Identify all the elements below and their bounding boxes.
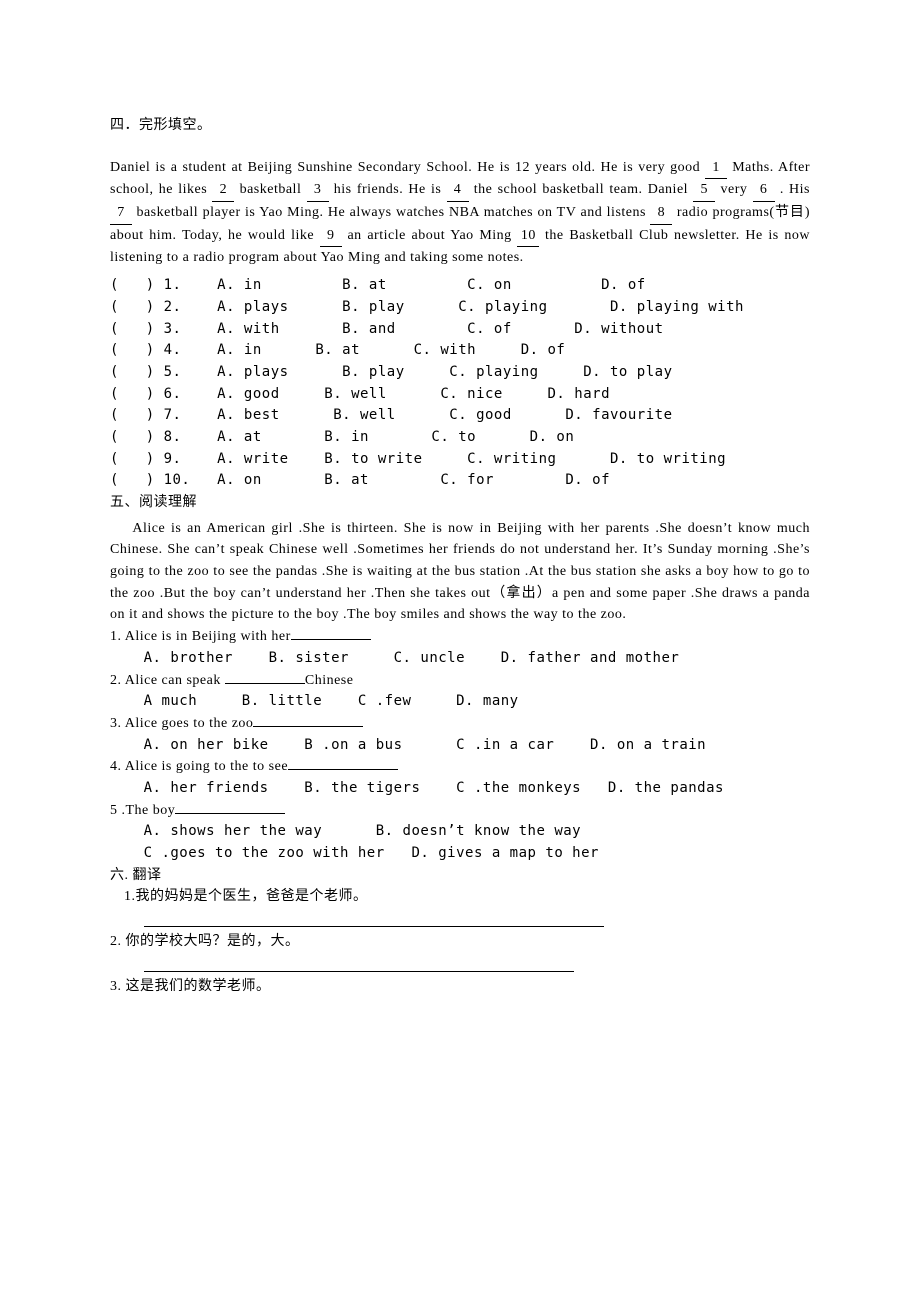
cloze-text: basketball xyxy=(240,182,307,197)
question-stem: 4. Alice is going to the to see xyxy=(110,759,288,774)
reading-passage: Alice is an American girl .She is thirte… xyxy=(110,518,810,626)
translate-item: 2. 你的学校大吗？是的，大。 xyxy=(110,931,810,953)
question-stem: 5 .The boy xyxy=(110,803,175,818)
cloze-text: an article about Yao Ming xyxy=(347,228,517,243)
question-stem: 2. Alice can speak xyxy=(110,673,225,688)
question-options[interactable]: A. her friends B. the tigers C .the monk… xyxy=(144,778,810,800)
section-4-title: 四．完形填空。 xyxy=(110,115,810,137)
cloze-text: the school basketball team. Daniel xyxy=(474,182,694,197)
cloze-text: Daniel is a student at Beijing Sunshine … xyxy=(110,160,705,175)
blank-7[interactable]: 7 xyxy=(110,202,132,225)
translate-item: 1.我的妈妈是个医生，爸爸是个老师。 xyxy=(124,886,810,908)
question-stem: 3. Alice goes to the zoo xyxy=(110,716,253,731)
blank-2[interactable]: 2 xyxy=(212,179,234,202)
answer-blank[interactable] xyxy=(253,726,363,727)
question-options[interactable]: C .goes to the zoo with her D. gives a m… xyxy=(144,843,810,865)
cloze-choices: ( ) 1. A. in B. at C. on D. of ( ) 2. A.… xyxy=(110,275,810,492)
question-options[interactable]: A. brother B. sister C. uncle D. father … xyxy=(144,648,810,670)
cloze-text: . His xyxy=(780,182,810,197)
reading-text: Alice is an American girl .She is thirte… xyxy=(110,518,810,626)
answer-line[interactable] xyxy=(144,912,604,927)
choice-row[interactable]: ( ) 6. A. good B. well C. nice D. hard xyxy=(110,384,810,406)
cloze-text: basketball player is Yao Ming. He always… xyxy=(136,205,650,220)
choice-row[interactable]: ( ) 10. A. on B. at C. for D. of xyxy=(110,470,810,492)
choice-row[interactable]: ( ) 5. A. plays B. play C. playing D. to… xyxy=(110,362,810,384)
choice-row[interactable]: ( ) 2. A. plays B. play C. playing D. pl… xyxy=(110,297,810,319)
cloze-passage: Daniel is a student at Beijing Sunshine … xyxy=(110,157,810,269)
question-options[interactable]: A much B. little C .few D. many xyxy=(144,691,810,713)
answer-blank[interactable] xyxy=(225,683,305,684)
blank-4[interactable]: 4 xyxy=(447,179,469,202)
blank-6[interactable]: 6 xyxy=(753,179,775,202)
section-6-title: 六. 翻译 xyxy=(110,865,810,887)
answer-line[interactable] xyxy=(144,957,574,972)
blank-3[interactable]: 3 xyxy=(307,179,329,202)
worksheet-page: 四．完形填空。 Daniel is a student at Beijing S… xyxy=(0,0,920,1057)
choice-row[interactable]: ( ) 3. A. with B. and C. of D. without xyxy=(110,319,810,341)
choice-row[interactable]: ( ) 8. A. at B. in C. to D. on xyxy=(110,427,810,449)
question-options[interactable]: A. on her bike B .on a bus C .in a car D… xyxy=(144,735,810,757)
question-stem: 1. Alice is in Beijing with her xyxy=(110,629,291,644)
blank-8[interactable]: 8 xyxy=(650,202,672,225)
choice-row[interactable]: ( ) 4. A. in B. at C. with D. of xyxy=(110,340,810,362)
translate-item: 3. 这是我们的数学老师。 xyxy=(110,976,810,998)
choice-row[interactable]: ( ) 1. A. in B. at C. on D. of xyxy=(110,275,810,297)
choice-row[interactable]: ( ) 7. A. best B. well C. good D. favour… xyxy=(110,405,810,427)
choice-row[interactable]: ( ) 9. A. write B. to write C. writing D… xyxy=(110,449,810,471)
section-5-title: 五、阅读理解 xyxy=(110,492,810,514)
blank-10[interactable]: 10 xyxy=(517,225,539,248)
blank-1[interactable]: 1 xyxy=(705,157,727,180)
answer-blank[interactable] xyxy=(175,813,285,814)
question-options[interactable]: A. shows her the way B. doesn’t know the… xyxy=(144,821,810,843)
cloze-text: his friends. He is xyxy=(334,182,447,197)
answer-blank[interactable] xyxy=(288,769,398,770)
cloze-text: very xyxy=(721,182,753,197)
reading-questions: 1. Alice is in Beijing with her A. broth… xyxy=(110,626,810,865)
question-stem: Chinese xyxy=(305,673,354,688)
blank-5[interactable]: 5 xyxy=(693,179,715,202)
answer-blank[interactable] xyxy=(291,639,371,640)
blank-9[interactable]: 9 xyxy=(320,225,342,248)
